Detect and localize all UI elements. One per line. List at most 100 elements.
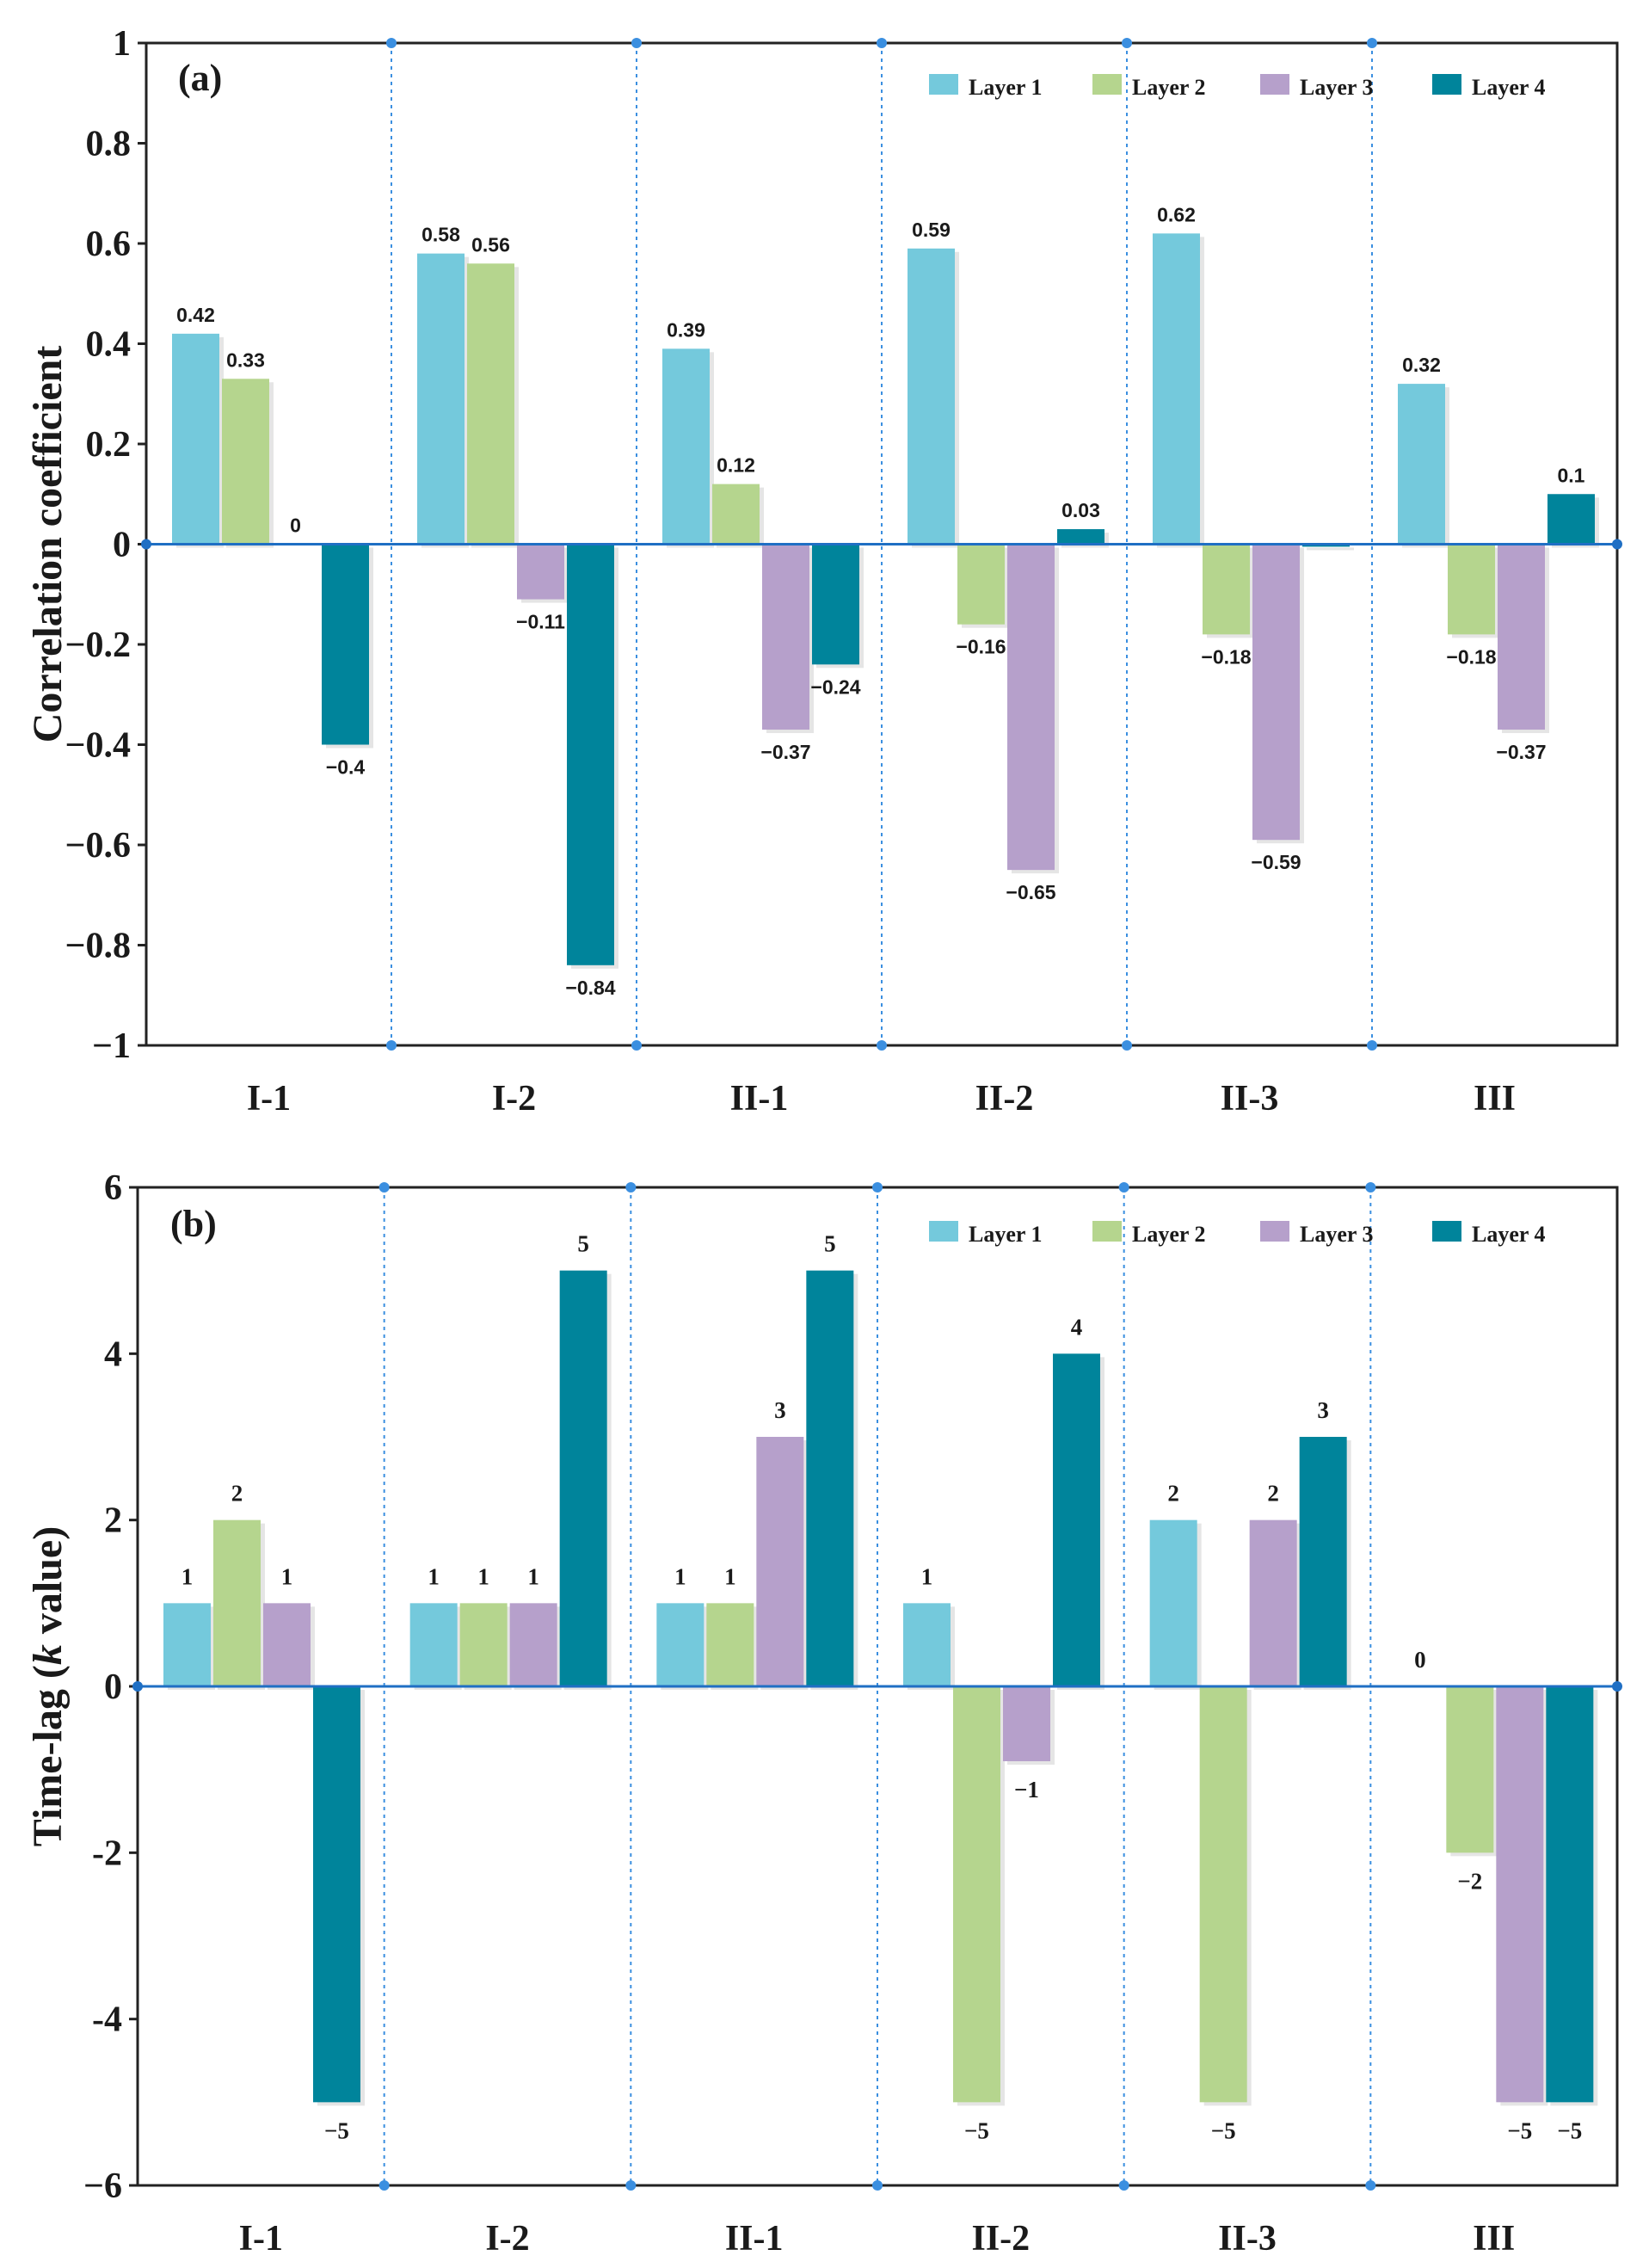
bar-layer-1-ii-2 (903, 1603, 951, 1686)
bar-layer-1-ii-2 (908, 248, 955, 545)
bar-layer-4-i-2 (567, 544, 614, 965)
separator-dot (386, 1040, 397, 1051)
separator-dot (1367, 1040, 1377, 1051)
bar-layer-2-ii-1 (706, 1603, 754, 1686)
bar-layer-3-i-1 (263, 1603, 311, 1686)
bar-layer-4-i-2 (559, 1270, 607, 1686)
bar-shadow (1307, 547, 1354, 551)
separator-dot (378, 2180, 390, 2191)
data-label: −0.11 (516, 611, 565, 633)
x-category-label: III (1473, 2219, 1515, 2259)
legend-swatch (1092, 74, 1122, 95)
y-tick-label: 6 (104, 1168, 122, 1208)
separator-dot (1122, 1040, 1132, 1051)
x-category-label: II-2 (971, 2219, 1030, 2259)
separator-dot (872, 2180, 883, 2191)
bar-layer-2-ii-3 (1203, 544, 1250, 635)
bar-layer-3-i-2 (517, 544, 564, 600)
y-tick-label: -2 (92, 1834, 122, 1873)
data-label: −2 (1457, 1868, 1482, 1894)
bar-layer-2-ii-2 (953, 1686, 1000, 2103)
data-label: 0.33 (226, 348, 265, 371)
x-category-label: I-2 (485, 2219, 529, 2259)
bar-layer-1-ii-1 (656, 1603, 705, 1686)
data-label: 0.59 (912, 219, 951, 241)
data-label: 0.62 (1157, 203, 1196, 225)
x-category-label: II-3 (1221, 1079, 1279, 1119)
bar-layer-4-iii (1547, 494, 1595, 545)
y-tick-label: −0.2 (65, 626, 131, 665)
y-axis-title: Correlation coefficient (25, 346, 71, 743)
panel-label: (a) (178, 57, 222, 99)
data-label: −5 (1557, 2117, 1582, 2143)
zero-line-dot (1612, 1681, 1622, 1692)
separator-dot (625, 1182, 637, 1193)
zero-line-dot (141, 539, 151, 550)
y-tick-label: 0.8 (86, 125, 132, 164)
separator-dot (631, 38, 642, 48)
data-label: 1 (477, 1563, 489, 1589)
bar-layer-3-iii (1496, 1686, 1544, 2103)
bar-layer-1-iii (1398, 384, 1445, 545)
bar-layer-3-ii-1 (756, 1437, 804, 1686)
y-axis-title: Time-lag (k value) (25, 1526, 71, 1846)
data-label: 3 (774, 1397, 786, 1423)
bar-layer-2-ii-1 (712, 484, 760, 545)
separator-dot (1365, 2180, 1376, 2191)
bar-layer-4-ii-3 (1299, 1437, 1347, 1686)
data-label: 0.12 (717, 454, 755, 477)
data-label: −5 (324, 2117, 349, 2143)
separator-dot (1118, 2180, 1129, 2191)
data-label: −0.4 (326, 756, 366, 779)
data-label: −0.37 (1496, 741, 1546, 763)
data-label: 0 (1414, 1647, 1426, 1673)
bar-layer-3-ii-3 (1252, 544, 1300, 841)
bar-layer-1-i-2 (417, 253, 465, 545)
data-label: 1 (674, 1563, 686, 1589)
bar-layer-2-ii-3 (1199, 1686, 1247, 2103)
chart-panel-b: 6 4 2 0 -2 -4 −6 1 1 1 1 2 0 2 1 1 −5 −5 −2 1 1 3 −1 2 −5 −5 5 5 4 3 −… (25, 1168, 1622, 2259)
legend-label: Layer 2 (1132, 75, 1205, 100)
y-tick-label: 0.4 (86, 325, 132, 365)
bar-layer-4-i-1 (313, 1686, 360, 2103)
x-category-label: II-3 (1218, 2219, 1277, 2259)
data-label: 1 (428, 1563, 440, 1589)
legend-label: Layer 1 (969, 1222, 1042, 1247)
x-category-label: I-1 (247, 1079, 291, 1119)
data-label: 0 (290, 515, 301, 537)
separator-dot (872, 1182, 883, 1193)
x-category-label: III (1474, 1079, 1516, 1119)
data-label: −5 (964, 2117, 989, 2143)
separator-dot (1367, 38, 1377, 48)
data-label: 5 (824, 1231, 836, 1257)
data-label: −0.59 (1251, 851, 1301, 873)
data-label: 0.42 (176, 304, 215, 326)
y-tick-label: 4 (104, 1334, 122, 1374)
x-category-label: II-2 (975, 1079, 1034, 1119)
y-tick-label: 0.6 (86, 225, 132, 264)
bar-layer-2-i-1 (213, 1519, 261, 1686)
bar-layer-1-i-1 (163, 1603, 211, 1686)
data-label: −0.24 (810, 675, 860, 698)
bar-layer-1-i-1 (172, 333, 219, 545)
legend-swatch (929, 74, 958, 95)
legend-label: Layer 4 (1472, 75, 1545, 100)
data-label: 2 (1267, 1481, 1279, 1507)
data-label: −0.65 (1006, 881, 1055, 903)
bar-layer-1-ii-1 (662, 348, 710, 545)
bar-layer-3-ii-3 (1249, 1519, 1297, 1686)
data-label: 2 (1167, 1481, 1179, 1507)
bar-layer-3-iii (1498, 544, 1545, 730)
bar-layer-2-i-2 (459, 1603, 508, 1686)
data-label: −0.16 (956, 636, 1006, 658)
y-axis-title-part: k (25, 1644, 71, 1665)
separator-dot (378, 1182, 390, 1193)
legend-label: Layer 4 (1472, 1222, 1545, 1247)
data-label: −5 (1211, 2117, 1236, 2143)
data-label: 2 (231, 1481, 243, 1507)
panel-label: (b) (170, 1203, 217, 1245)
data-label: 1 (527, 1563, 539, 1589)
bar-layer-2-i-2 (467, 263, 514, 545)
bar-layer-4-ii-1 (806, 1270, 854, 1686)
separator-dot (1118, 1182, 1129, 1193)
